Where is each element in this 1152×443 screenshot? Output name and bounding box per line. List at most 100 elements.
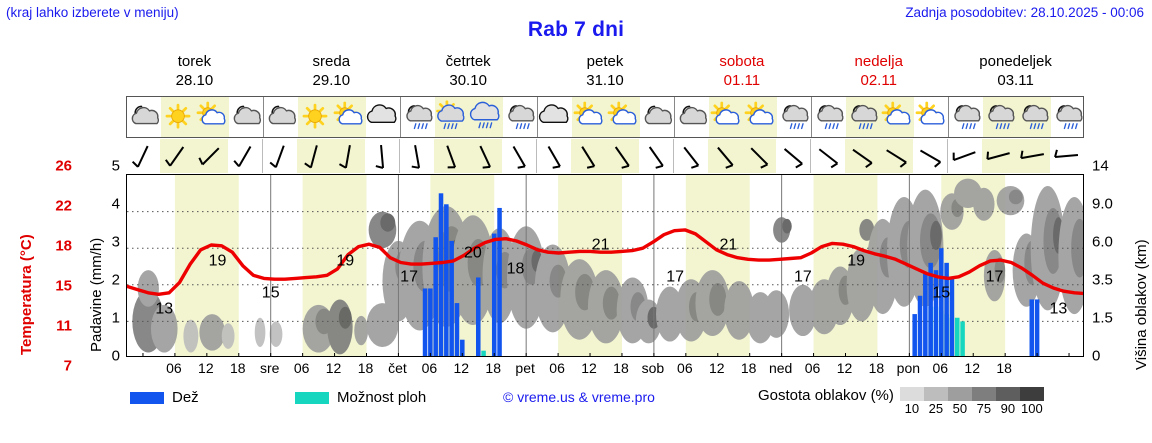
svg-text:17: 17 (986, 269, 1004, 286)
precip-scale-tick: 2 (111, 271, 120, 289)
cloud-density-swatch (971, 387, 996, 401)
day-date: 31.10 (586, 72, 624, 89)
svg-text:19: 19 (847, 253, 865, 270)
day-name: ponedeljek (979, 53, 1052, 70)
cloud-height-axis-title: Višina oblakov (km) (1133, 239, 1150, 370)
weather-icon-moon-cloud-rain (846, 97, 880, 137)
day-header-petek: petek 31.10 (537, 52, 674, 92)
copyright-text: © vreme.us & vreme.pro (503, 389, 655, 405)
x-tick-label: 18 (868, 360, 885, 376)
weather-icon-moon-cloud (640, 97, 674, 137)
day-name: petek (586, 53, 624, 70)
wind-barb (194, 139, 228, 173)
wind-barb (297, 139, 331, 173)
cloud-density-tick: 50 (952, 401, 968, 416)
day-name: sobota (719, 53, 765, 70)
x-tick-label: 06 (932, 360, 949, 376)
svg-text:17: 17 (400, 269, 418, 286)
svg-text:21: 21 (592, 237, 610, 254)
weather-icon-sun-cloud-rain (435, 97, 469, 137)
wind-barb (673, 139, 708, 173)
svg-text:21: 21 (720, 237, 738, 254)
day-name: četrtek (445, 53, 491, 70)
x-tick-label: 06 (421, 360, 438, 376)
x-tick-label: 06 (293, 360, 310, 376)
weather-icon-sun-cloud (709, 97, 743, 137)
showers-color-swatch (295, 391, 329, 404)
cloud-density-swatch (947, 387, 972, 401)
day-header-četrtek: četrtek 30.10 (400, 52, 537, 92)
temp-scale-tick: 15 (55, 277, 72, 295)
x-tick-label: ned (768, 360, 793, 376)
x-tick-label: 18 (357, 360, 374, 376)
day-date: 30.10 (449, 72, 487, 89)
day-name: sreda (312, 53, 351, 70)
wind-barb (810, 139, 845, 173)
wind-barb (845, 139, 879, 173)
cloud-scale-tick: 6.0 (1092, 233, 1113, 251)
x-axis-tick-labels: 06 12 18 sre 06 12 18 čet 06 12 18 pet 06 12 18 sob 06 12… (126, 360, 1084, 380)
wind-barb (982, 139, 1016, 173)
precip-scale-tick: 3 (111, 233, 120, 251)
svg-text:17: 17 (666, 269, 684, 286)
temp-scale-tick: 7 (63, 357, 72, 375)
x-tick-label: pon (896, 360, 921, 376)
precip-scale-tick: 1 (111, 309, 120, 327)
x-tick-label: 18 (740, 360, 757, 376)
wind-barb (502, 139, 536, 173)
svg-text:15: 15 (932, 284, 950, 301)
weather-icon-sun (298, 97, 332, 137)
weather-icon-cloud-rain (469, 97, 503, 137)
weather-icon-sun-cloud (195, 97, 229, 137)
weather-icon-moon-cloud-rain (503, 97, 537, 137)
day-date: 29.10 (312, 72, 351, 89)
x-tick-label: čet (388, 360, 407, 376)
day-name: torek (177, 53, 212, 70)
wind-barb (742, 139, 776, 173)
day-header-sobota: sobota 01.11 (673, 52, 810, 92)
day-header-torek: torek 28.10 (126, 52, 263, 92)
x-tick-label: 06 (166, 360, 182, 376)
svg-text:19: 19 (336, 253, 354, 270)
svg-text:13: 13 (155, 300, 173, 317)
x-tick-label: 12 (581, 360, 597, 376)
weather-icon-sun-cloud (606, 97, 640, 137)
temperature-scale: 26 22 18 15 11 7 (38, 159, 72, 374)
weather-icon-moon-cloud (263, 97, 298, 137)
wind-barb (399, 139, 434, 173)
weather-icon-moon-cloud-rain (811, 97, 846, 137)
cloud-density-ramp-labels: 10 25 50 75 90 100 (900, 401, 1044, 416)
wind-barb (947, 139, 982, 173)
day-date: 03.11 (997, 72, 1034, 89)
svg-text:17: 17 (794, 269, 812, 286)
day-date: 01.11 (723, 72, 761, 89)
chart-legend: Dež Možnost ploh © vreme.us & vreme.pro … (130, 387, 1140, 432)
wind-barb (913, 139, 947, 173)
weather-icon-moon-cloud-rain (948, 97, 983, 137)
precipitation-scale: 5 4 3 2 1 0 (104, 159, 120, 364)
x-tick-label: 12 (964, 360, 981, 376)
x-tick-label: 18 (996, 360, 1012, 376)
cloud-density-swatch (995, 387, 1020, 401)
weather-icon-sun-cloud (914, 97, 948, 137)
weather-icon-sun (161, 97, 195, 137)
wind-barb (776, 139, 810, 173)
x-tick-label: 06 (677, 360, 693, 376)
cloud-density-tick: 10 (904, 401, 920, 416)
cloud-scale-tick: 1.5 (1092, 309, 1113, 327)
legend-label-showers: Možnost ploh (337, 389, 427, 406)
wind-barb (228, 139, 262, 173)
precipitation-axis-title: Padavine (mm/h) (88, 237, 105, 352)
weather-icon-cloud (537, 97, 572, 137)
x-tick-label: 12 (325, 360, 342, 376)
svg-text:18: 18 (507, 261, 525, 278)
x-tick-label: sre (259, 360, 280, 376)
svg-text:13: 13 (1049, 300, 1067, 317)
legend-item-rain: Dež (130, 389, 199, 406)
x-tick-label: 18 (229, 360, 246, 376)
temp-scale-tick: 18 (55, 237, 72, 255)
day-header-sreda: sreda 29.10 (263, 52, 400, 92)
x-tick-label: 12 (198, 360, 214, 376)
wind-barb (434, 139, 468, 173)
cloud-density-swatch (923, 387, 948, 401)
